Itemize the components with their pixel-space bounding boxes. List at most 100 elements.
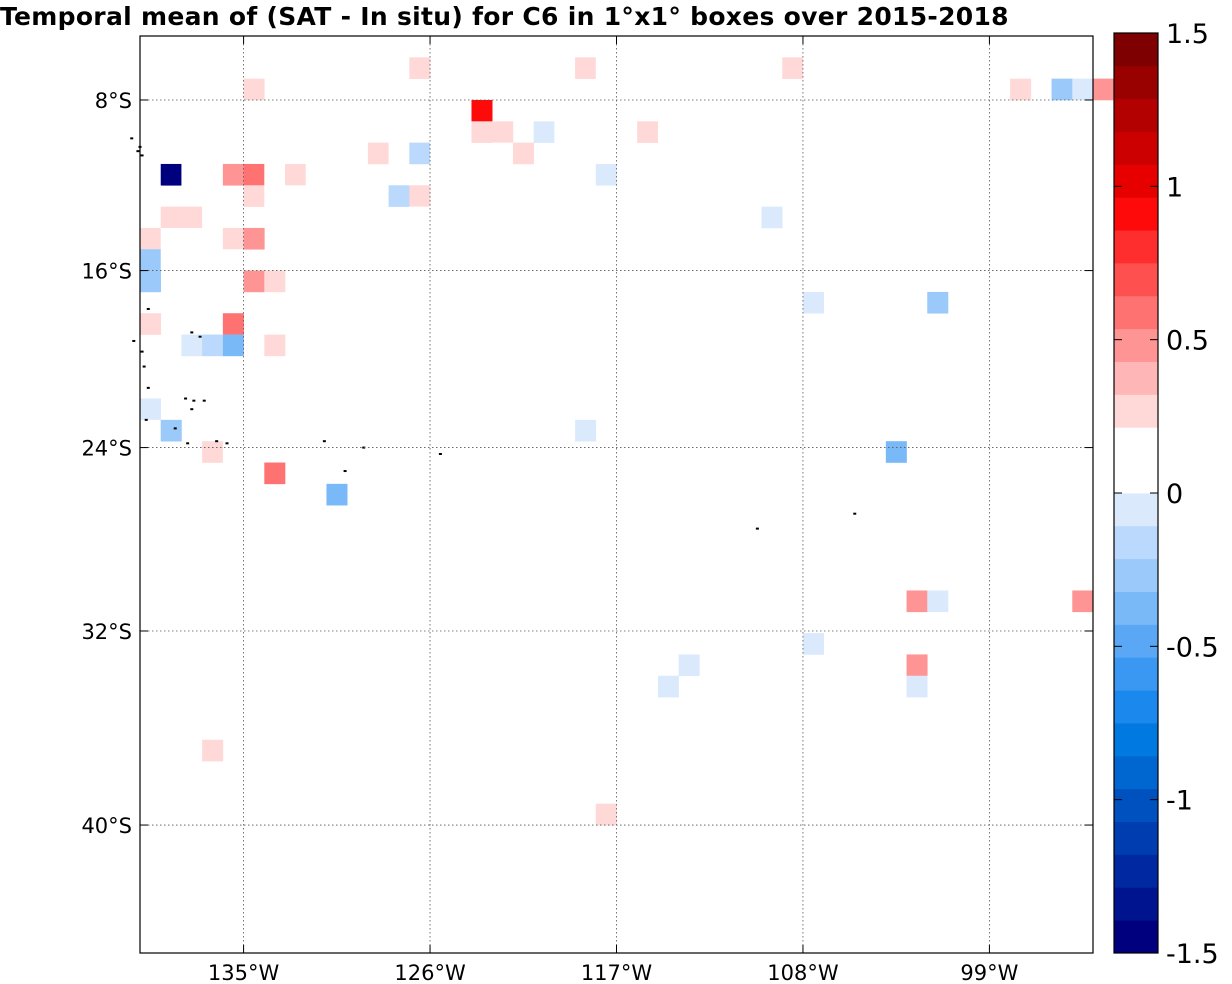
heatmap-cell [160,249,182,271]
colorbar-segment [1114,755,1158,790]
heatmap-cell [181,334,203,357]
heatmap-cell [802,57,824,79]
island-marker [132,339,136,342]
island-marker [215,440,219,443]
heatmap-cell [761,121,783,143]
heatmap-cell [285,163,307,186]
heatmap-cell [264,57,286,79]
heatmap-cell [575,291,597,314]
x-axis-ticks: 135°W 126°W 117°W 108°W 99°W [208,36,1019,984]
heatmap-cell [160,227,182,250]
heatmap-cell [968,185,990,207]
heatmap-cell [595,163,617,186]
y-tick-label: 8°S [95,89,132,113]
heatmap-cell [947,57,969,79]
heatmap-cell [492,142,514,165]
heatmap-cell [202,206,224,229]
heatmap-cell [1010,57,1032,79]
heatmap-cell [1072,590,1094,613]
heatmap-cell [450,270,472,293]
heatmap-cell [140,419,162,442]
chart-title: Temporal mean of (SAT - In situ) for C6 … [0,2,1009,31]
heatmap-cell [285,185,307,207]
heatmap-cell [761,206,783,229]
heatmap-cell [140,398,162,421]
heatmap-cell [1030,569,1052,591]
colorbar-segment [1114,263,1158,297]
grid-lines [140,36,1093,953]
island-marker [173,427,177,430]
island-marker [140,154,144,157]
colorbar-segment [1114,98,1158,132]
heatmap-cell [1051,590,1073,613]
heatmap-cell [512,99,534,122]
x-tick-label: 135°W [208,961,280,984]
y-tick-label: 40°S [81,814,132,838]
colorbar-tick-label: 0 [1166,479,1183,510]
heatmap-cell [844,78,866,101]
heatmap-cell [1051,78,1073,101]
heatmap-cell [202,163,224,186]
colorbar-segment [1114,460,1158,494]
heatmap-cell [264,163,286,186]
heatmap-cell [160,206,182,229]
heatmap-cell [202,227,224,250]
heatmap-cell [222,334,244,357]
heatmap-cell [202,441,224,463]
colorbar-tick-label: 1 [1166,172,1183,203]
heatmap-cell [761,675,783,698]
heatmap-cell [222,249,244,271]
heatmap-cell [575,57,597,79]
heatmap-cell [264,334,286,357]
heatmap-cell [409,142,431,165]
colorbar-tick-label: -1 [1166,786,1193,817]
colorbar-segment [1114,624,1158,658]
island-marker [130,137,134,140]
heatmap-cell [243,227,265,250]
heatmap-cell [409,206,431,229]
island-marker [343,470,347,473]
heatmap-cell [264,185,286,207]
island-markers [126,137,857,530]
colorbar-segment [1114,525,1158,560]
island-marker [190,408,194,411]
heatmap-cell [512,142,534,165]
y-tick-label: 24°S [81,437,132,461]
heatmap-cell [222,313,244,335]
colorbar-segment [1114,887,1158,921]
heatmap-cell [388,121,410,143]
heatmap-cell [554,121,576,143]
heatmap-cell [243,78,265,101]
island-marker [140,350,144,353]
island-marker [225,442,229,445]
heatmap-cell [575,419,597,442]
y-axis-ticks: 8°S 16°S 24°S 32°S 40°S [81,89,1093,838]
heatmap-cell [430,483,452,506]
heatmap-cell [409,57,431,79]
heatmap-cell [326,483,348,506]
heatmap-cell [326,163,348,186]
heatmap-cell [222,227,244,250]
x-tick-label: 99°W [960,961,1018,984]
heatmap-cell [222,441,244,463]
colorbar-segment [1114,690,1158,724]
island-marker [146,307,150,310]
heatmap-cell [512,78,534,101]
heatmap-cell [595,57,617,79]
island-marker [136,150,140,153]
island-marker [126,269,130,272]
heatmap-cell [430,121,452,143]
island-marker [144,418,148,421]
x-tick-label: 117°W [581,961,653,984]
heatmap-cell [782,57,804,79]
heatmap-cell [802,78,824,101]
heatmap-cell [802,633,824,655]
heatmap-cell [595,803,617,826]
island-marker [142,365,146,368]
heatmap-cell [181,163,203,186]
heatmap-cell [181,206,203,229]
heatmap-cell [181,249,203,271]
colorbar-segment [1114,164,1158,198]
island-marker [198,335,202,338]
